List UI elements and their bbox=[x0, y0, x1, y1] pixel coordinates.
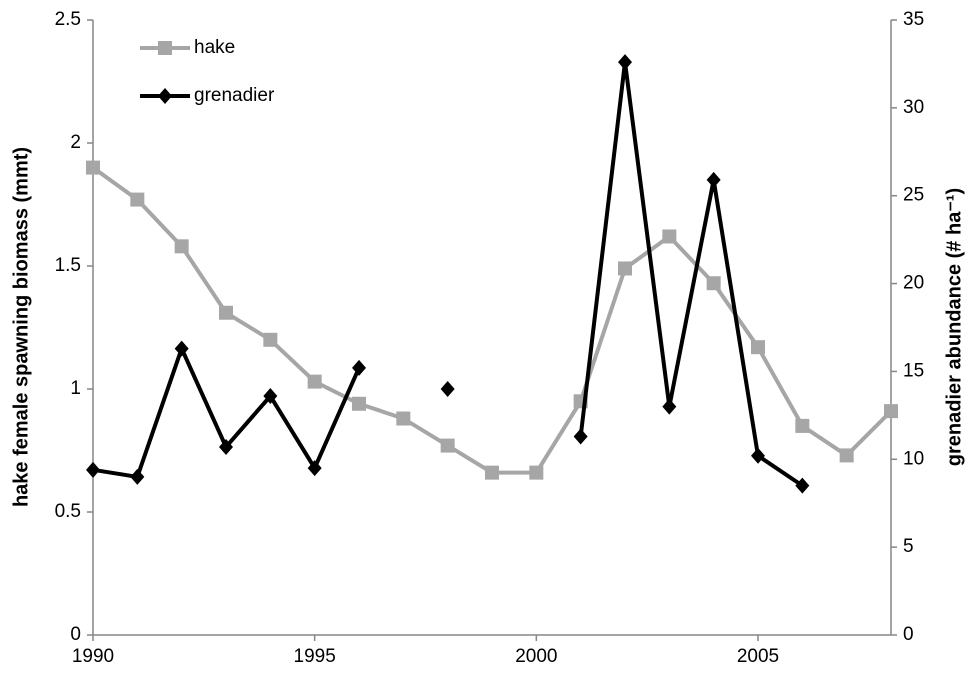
point bbox=[263, 388, 278, 405]
point bbox=[307, 374, 322, 389]
x-tick-label: 2005 bbox=[737, 646, 779, 667]
y2-tick-label: 10 bbox=[903, 448, 924, 469]
point bbox=[529, 465, 544, 480]
point bbox=[130, 468, 145, 485]
y2-tick-label: 20 bbox=[903, 273, 924, 294]
point bbox=[219, 438, 233, 455]
y2-tick-label: 30 bbox=[903, 97, 924, 118]
y-tick-label: 0 bbox=[70, 624, 81, 645]
y2-tick-label: 35 bbox=[903, 9, 924, 30]
x-tick-label: 1995 bbox=[294, 646, 336, 667]
point bbox=[573, 428, 588, 445]
point bbox=[662, 229, 677, 244]
point bbox=[440, 381, 455, 397]
y2-tick-label: 0 bbox=[903, 624, 914, 645]
y-tick-label: 1.5 bbox=[55, 255, 81, 276]
point bbox=[352, 359, 366, 376]
x-tick-label: 1990 bbox=[72, 646, 114, 667]
y-tick-label: 2.5 bbox=[55, 9, 81, 30]
point bbox=[174, 340, 189, 357]
series-line bbox=[91, 165, 893, 475]
legend-label: hake bbox=[194, 37, 235, 58]
legend-label: grenadier bbox=[194, 85, 275, 106]
point bbox=[130, 192, 145, 207]
point bbox=[662, 398, 677, 415]
y2-tick-label: 5 bbox=[903, 536, 914, 557]
point bbox=[263, 332, 278, 347]
x-tick-label: 2000 bbox=[515, 646, 557, 667]
point bbox=[884, 404, 898, 419]
point bbox=[307, 460, 322, 477]
point bbox=[219, 305, 233, 320]
point bbox=[440, 438, 455, 453]
point bbox=[618, 261, 632, 276]
point bbox=[706, 276, 721, 291]
point bbox=[795, 418, 810, 433]
point bbox=[795, 477, 810, 494]
point bbox=[174, 239, 189, 254]
point bbox=[86, 160, 100, 175]
point bbox=[751, 447, 765, 464]
y-tick-label: 2 bbox=[70, 132, 81, 153]
y2-tick-label: 25 bbox=[903, 185, 924, 206]
legend-marker bbox=[158, 88, 172, 104]
y2-tick-label: 15 bbox=[903, 360, 924, 381]
point bbox=[485, 465, 499, 480]
y2-axis-label: grenadier abundance (# ha⁻¹) bbox=[943, 188, 965, 466]
point bbox=[706, 171, 721, 188]
y-axis-label: hake female spawning biomass (mmt) bbox=[10, 147, 32, 507]
y-tick-label: 1 bbox=[70, 378, 81, 399]
legend-marker bbox=[158, 41, 172, 55]
point bbox=[618, 54, 632, 71]
point bbox=[352, 396, 366, 411]
point bbox=[751, 340, 765, 355]
point bbox=[396, 411, 411, 426]
y-tick-label: 0.5 bbox=[55, 501, 81, 522]
point bbox=[86, 461, 100, 478]
point bbox=[839, 448, 854, 463]
